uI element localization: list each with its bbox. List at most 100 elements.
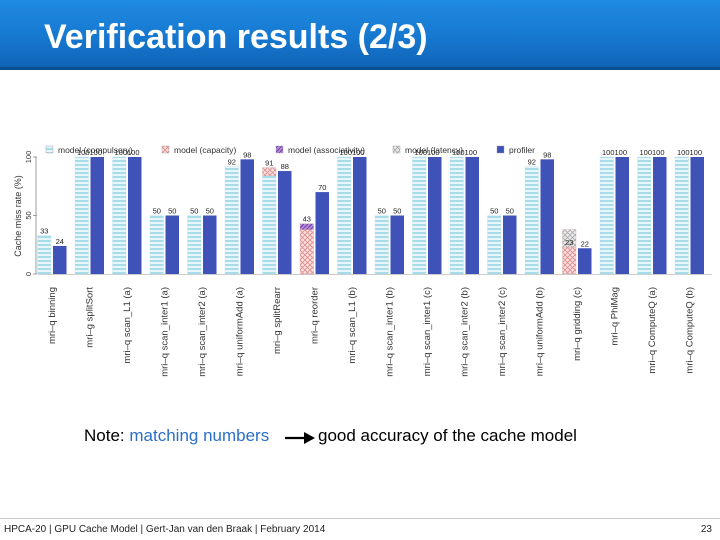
category-label: mri–q scan_inter1 (b) — [385, 287, 396, 377]
note-label: Note: — [84, 426, 125, 445]
profiler-bar — [165, 215, 179, 274]
legend-label: model (capacity) — [174, 145, 237, 155]
legend-swatch — [275, 145, 284, 154]
profiler-data-label: 98 — [243, 150, 251, 159]
profiler-data-label: 22 — [581, 239, 589, 248]
model-bar-compulsory — [374, 215, 389, 275]
profiler-data-label: 70 — [318, 183, 326, 192]
legend-swatch — [45, 145, 54, 154]
profiler-bar — [465, 157, 479, 274]
data-label: 100100 — [639, 148, 664, 157]
model-bar-compulsory — [37, 235, 52, 275]
category-label: mri–q uniformAdd (a) — [235, 287, 246, 376]
model-data-label: 92 — [228, 157, 236, 166]
model-bar-compulsory — [487, 215, 502, 275]
category-label: mri–q binning — [47, 287, 58, 344]
model-bar-compulsory — [149, 215, 164, 275]
profiler-bar — [690, 157, 704, 274]
model-data-label: 92 — [528, 157, 536, 166]
profiler-data-label: 50 — [206, 207, 214, 216]
data-label: 100100 — [114, 148, 139, 157]
x-axis: mri–q binning mri–g splitSort mri–q scan_L… — [47, 287, 696, 377]
model-bar-compulsory — [412, 156, 427, 275]
model-data-label: 91 — [265, 159, 273, 168]
model-bar-compulsory — [449, 156, 464, 275]
legend: model (compulsory) model (capacity) model … — [45, 145, 535, 155]
profiler-bar — [240, 159, 254, 274]
note-result: good accuracy of the cache model — [318, 426, 577, 445]
data-label: 100100 — [452, 148, 477, 157]
profiler-bar — [540, 159, 554, 274]
data-label: 100100 — [677, 148, 702, 157]
profiler-data-label: 50 — [506, 207, 514, 216]
legend-swatch — [392, 145, 401, 154]
data-label: 100100 — [77, 148, 102, 157]
note: Note: matching numbers — [84, 426, 269, 446]
category-label: mri–q reorder — [310, 287, 321, 344]
profiler-bar — [390, 215, 404, 274]
legend-label: model (latency) — [405, 145, 463, 155]
legend-label: profiler — [509, 145, 535, 155]
model-data-label: 43 — [303, 215, 311, 224]
model-bar-compulsory — [224, 166, 239, 275]
y-axis-label: Cache miss rate (%) — [13, 175, 23, 257]
footer-divider — [0, 518, 720, 519]
data-labels: 33 24 100100 100100 50 50 50 50 92 98 91 88 43 70 1001… — [40, 148, 702, 248]
category-label: mri–q uniformAdd (b) — [535, 287, 546, 376]
y-axis: 0 50 100 Cache miss rate (%) — [13, 151, 712, 276]
profiler-bar — [428, 157, 442, 274]
profiler-data-label: 24 — [56, 237, 64, 246]
category-label: mri–q scan_inter2 (a) — [197, 287, 208, 377]
model-bar-compulsory — [187, 215, 202, 275]
profiler-data-label: 50 — [393, 207, 401, 216]
profiler-data-label: 88 — [281, 162, 289, 171]
data-label: 100100 — [602, 148, 627, 157]
profiler-bar — [203, 215, 217, 274]
model-bar-capacity — [262, 167, 277, 176]
footer-text: HPCA-20 | GPU Cache Model | Gert-Jan van… — [4, 524, 326, 535]
model-bar-capacity — [299, 229, 314, 275]
category-label: mri–q scan_inter1 (c) — [422, 287, 433, 376]
model-data-label: 33 — [40, 226, 48, 235]
model-bar-compulsory — [637, 156, 652, 275]
category-label: mri–g splitSort — [85, 287, 96, 348]
profiler-bar — [615, 157, 629, 274]
model-bar-compulsory — [524, 166, 539, 275]
category-label: mri–q gridding (c) — [572, 287, 583, 361]
model-data-label: 50 — [190, 207, 198, 216]
data-label: 100100 — [339, 148, 364, 157]
model-bar-latency — [562, 229, 577, 248]
model-bar-compulsory — [74, 156, 89, 275]
category-label: mri–q scan_inter1 (a) — [160, 287, 171, 377]
model-bar-compulsory — [262, 175, 277, 275]
profiler-data-label: 50 — [168, 207, 176, 216]
legend-swatch — [161, 145, 170, 154]
category-label: mri–q scan_L1 (a) — [122, 287, 133, 364]
page-number: 23 — [700, 524, 712, 535]
category-label: mri–q ComputeQ (a) — [647, 287, 658, 374]
profiler-bar — [578, 248, 592, 274]
legend-swatch — [496, 145, 505, 154]
model-bar-compulsory — [674, 156, 689, 275]
y-tick-label: 100 — [24, 151, 33, 164]
slide-title: Verification results (2/3) — [44, 18, 428, 56]
profiler-bar — [653, 157, 667, 274]
legend-label: model (compulsory) — [58, 145, 133, 155]
right-arrow-icon — [285, 432, 315, 444]
category-label: mri–q ComputeQ (b) — [685, 287, 696, 374]
category-label: mri–g splitRearr — [272, 287, 283, 354]
legend-label: model (associativity) — [288, 145, 365, 155]
category-label: mri–q PhiMag — [610, 287, 621, 346]
model-bar-compulsory — [112, 156, 127, 275]
y-tick-label: 50 — [24, 211, 33, 219]
model-data-label: 50 — [378, 207, 386, 216]
profiler-bar — [503, 215, 517, 274]
profiler-bar — [128, 157, 142, 274]
profiler-data-label: 98 — [543, 150, 551, 159]
title-bar: Verification results (2/3) — [0, 0, 720, 70]
model-bar-capacity — [562, 246, 577, 275]
model-data-label: 50 — [490, 207, 498, 216]
profiler-bar — [278, 171, 292, 274]
note-highlight: matching numbers — [129, 426, 270, 445]
category-label: mri–q scan_L1 (b) — [347, 287, 358, 364]
